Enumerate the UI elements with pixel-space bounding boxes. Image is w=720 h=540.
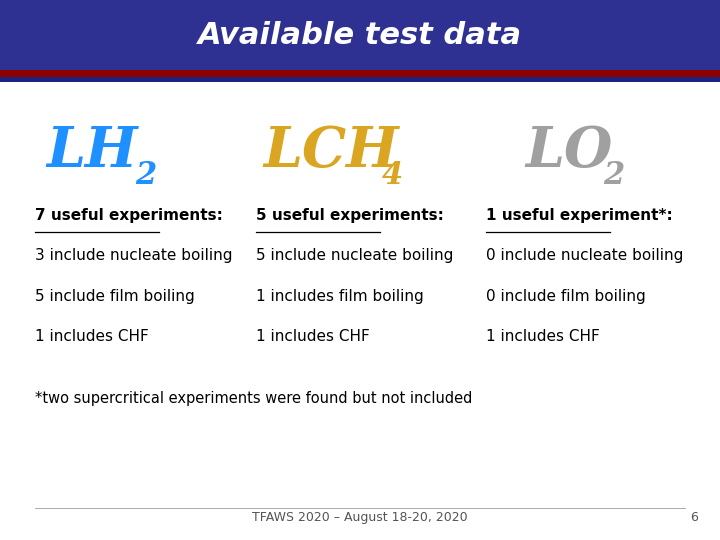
Text: 5 include nucleate boiling: 5 include nucleate boiling: [256, 248, 453, 264]
Text: 5 useful experiments:: 5 useful experiments:: [256, 208, 444, 223]
Text: 6: 6: [690, 511, 698, 524]
Text: 1 includes film boiling: 1 includes film boiling: [256, 289, 423, 304]
Bar: [0, 0, 720, 70]
Text: 1 includes CHF: 1 includes CHF: [256, 329, 369, 345]
Text: 1 useful experiment*:: 1 useful experiment*:: [486, 208, 672, 223]
Text: 1 includes CHF: 1 includes CHF: [486, 329, 600, 345]
Text: *two supercritical experiments were found but not included: *two supercritical experiments were foun…: [35, 392, 472, 407]
Text: TFAWS 2020 – August 18-20, 2020: TFAWS 2020 – August 18-20, 2020: [252, 511, 468, 524]
Text: 4: 4: [382, 160, 403, 191]
Text: 7 useful experiments:: 7 useful experiments:: [35, 208, 222, 223]
Text: LCH: LCH: [264, 124, 399, 179]
Text: LH: LH: [46, 124, 138, 179]
Text: 2: 2: [135, 160, 157, 191]
Text: 3 include nucleate boiling: 3 include nucleate boiling: [35, 248, 232, 264]
Bar: [0, 70, 720, 77]
Text: 0 include film boiling: 0 include film boiling: [486, 289, 646, 304]
Bar: [0, 77, 720, 82]
Text: Available test data: Available test data: [198, 21, 522, 50]
Text: 5 include film boiling: 5 include film boiling: [35, 289, 194, 304]
Text: 2: 2: [603, 160, 624, 191]
Text: 0 include nucleate boiling: 0 include nucleate boiling: [486, 248, 683, 264]
Text: 1 includes CHF: 1 includes CHF: [35, 329, 148, 345]
Text: LO: LO: [525, 124, 613, 179]
